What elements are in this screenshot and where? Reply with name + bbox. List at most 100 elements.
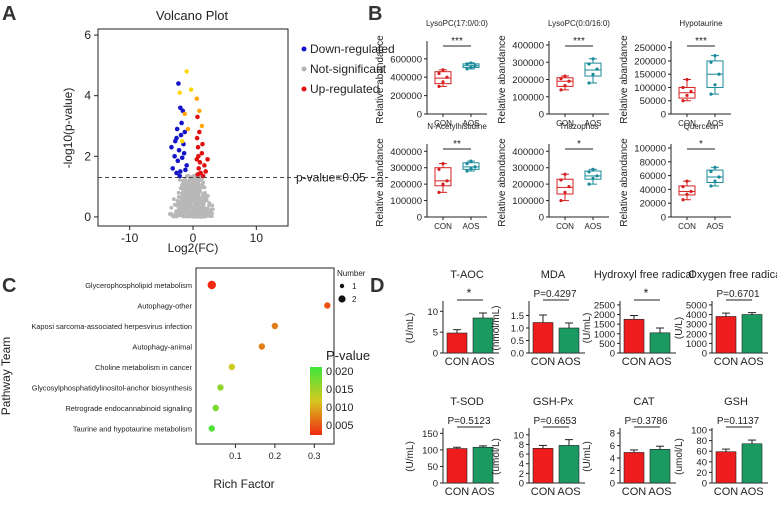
y-tick-label: 6 [84, 28, 91, 42]
bar [649, 332, 671, 354]
y-tick-label: 0 [610, 479, 615, 490]
pathway-rows: Glycerophospholipid metabolism Autophagy-… [31, 280, 331, 434]
x-tick-label: 0 [190, 231, 197, 245]
down-point [181, 150, 187, 156]
y-tick-label: 10 [513, 430, 524, 441]
x-tick-label: CON [714, 356, 739, 368]
ns-point [208, 212, 213, 217]
data-point [437, 84, 441, 88]
boxplot-title: Quercetin [684, 122, 719, 131]
ns-point [211, 207, 215, 212]
ns-point [201, 205, 206, 209]
y-tick-label: 60000 [640, 171, 666, 182]
pathway-label: Glycerophospholipid metabolism [85, 281, 192, 290]
barchart-title: Oxygen free radical [688, 269, 777, 281]
up-point [196, 166, 201, 171]
data-point [709, 92, 713, 96]
y-tick-label: 150 [422, 429, 438, 440]
boxplot-2: LysoPC(0:0/16:0) 0 100000 200000 300000 40000… [497, 19, 610, 128]
data-point [685, 179, 689, 183]
barchart-title: CAT [633, 396, 654, 408]
pathway-bubble [271, 322, 279, 330]
data-point [445, 179, 449, 183]
y-tick-label: 5 [433, 328, 438, 339]
bar [532, 448, 554, 484]
x-tick-label: CON [531, 486, 556, 498]
ns-point [171, 197, 176, 202]
y-axis-label: Relative abandance [375, 138, 386, 227]
bar [741, 314, 763, 354]
y-tick-label: 200000 [634, 56, 666, 67]
data-point [689, 89, 693, 94]
bar [558, 327, 580, 354]
ns-point [176, 190, 181, 195]
y-tick-label: 400000 [512, 147, 544, 158]
y-tick-label: 1000 [686, 339, 707, 350]
significance-label: P=0.4297 [533, 289, 577, 300]
bar [649, 449, 671, 484]
down-point [178, 132, 184, 138]
x-tick-label: AOS [740, 486, 763, 498]
data-point [713, 179, 717, 183]
pathway-bubble [324, 302, 331, 309]
color-legend-label: 0.020 [326, 366, 354, 378]
legend-marker-up [301, 86, 307, 92]
data-point [469, 159, 473, 163]
x-tick-label: CON [445, 486, 470, 498]
y-tick-label: 40 [696, 457, 707, 468]
y-tick-label: 6 [519, 450, 524, 461]
y-tick-label: 2 [610, 466, 615, 477]
data-point [681, 185, 685, 189]
ns-point [204, 213, 208, 218]
y-tick-label: 200000 [390, 91, 422, 102]
bar [558, 445, 580, 484]
data-point [473, 64, 477, 68]
y-tick-label: 2 [519, 469, 524, 480]
x-tick-label: CON [678, 222, 696, 231]
data-point [587, 182, 591, 186]
barchart-title: GSH [724, 396, 748, 408]
x-tick-label: CON [445, 356, 470, 368]
y-tick-label: 500 [599, 339, 615, 350]
ns-point [185, 188, 190, 193]
barchart-title: MDA [541, 269, 566, 281]
boxplot-title: Hypotaurine [679, 19, 723, 28]
y-tick-label: 80 [696, 436, 707, 447]
x-tick-label: CON [714, 486, 739, 498]
barchart-title: Hydroxyl free radical [594, 269, 694, 281]
pathway-label: Autophagy-other [137, 302, 192, 311]
x-tick-label: AOS [471, 356, 494, 368]
ns-point [199, 197, 203, 201]
data-point [473, 165, 477, 169]
highlight-point [184, 69, 189, 74]
data-point [559, 88, 563, 92]
y-tick-label: 5000 [686, 300, 707, 311]
y-tick-label: 600000 [390, 54, 422, 65]
data-point [717, 72, 721, 76]
pathway-axes: 0.1 0.2 0.3 [229, 444, 321, 461]
data-point [587, 170, 591, 174]
significance-label: * [467, 286, 472, 300]
size-legend-label-1: 1 [352, 282, 357, 291]
y-tick-label: 0 [702, 479, 707, 490]
data-point [465, 62, 469, 66]
y-tick-label: 0 [433, 479, 438, 490]
up-point [196, 153, 201, 159]
size-legend-title: Number [337, 269, 366, 278]
data-point [709, 169, 713, 174]
y-axis-label: (U/mL) [405, 313, 416, 344]
boxplot-grid: LysoPC(17:0/0:0)0200000400000600000Relat… [375, 19, 731, 231]
barchart-title: GSH-Px [533, 396, 574, 408]
x-tick-label: AOS [557, 486, 580, 498]
ns-point [173, 214, 178, 218]
x-tick-label: CON [556, 222, 574, 231]
data-point [465, 162, 469, 166]
y-axis-label: (U/mL) [582, 441, 593, 472]
ns-point [202, 185, 207, 190]
boxplot-4: N-Acetylhistidine 0 100000 200000 300000 4000… [375, 122, 487, 231]
y-tick-label: 8 [610, 429, 615, 440]
ns-point [200, 182, 205, 187]
y-tick-label: 0 [417, 213, 422, 224]
